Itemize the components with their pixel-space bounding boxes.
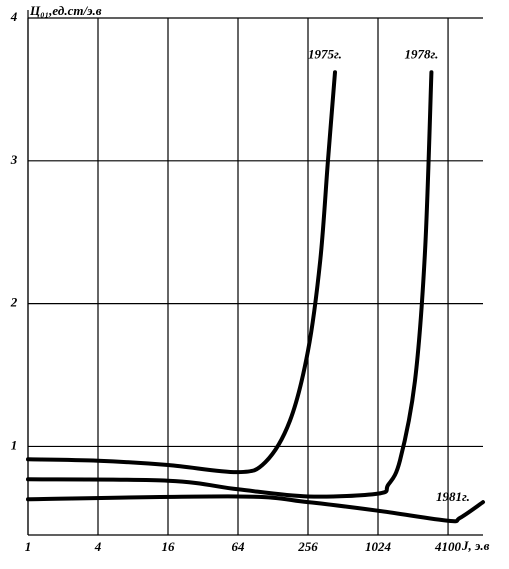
- series-label: 1981г.: [436, 489, 470, 504]
- x-tick-label: 1024: [365, 539, 392, 554]
- y-tick-label: 2: [10, 295, 18, 310]
- line-series: [26, 494, 485, 524]
- series-label: 1978г.: [404, 46, 438, 61]
- x-tick-label: 256: [297, 539, 318, 554]
- x-tick-label: 1: [25, 539, 32, 554]
- x-tick-label: 4: [94, 539, 102, 554]
- y-tick-label: 1: [11, 437, 18, 452]
- line-series: [26, 70, 434, 499]
- x-tick-label: 4100: [434, 539, 462, 554]
- y-axis-label: Ц₀₁,ед.ст/э.в: [29, 3, 102, 18]
- line-series: [26, 70, 338, 475]
- y-tick-label: 3: [10, 152, 18, 167]
- x-axis-label: J, э.в: [461, 538, 490, 553]
- x-tick-label: 16: [162, 539, 176, 554]
- x-tick-label: 64: [232, 539, 246, 554]
- series-label: 1975г.: [308, 46, 342, 61]
- y-tick-label: 4: [10, 9, 18, 24]
